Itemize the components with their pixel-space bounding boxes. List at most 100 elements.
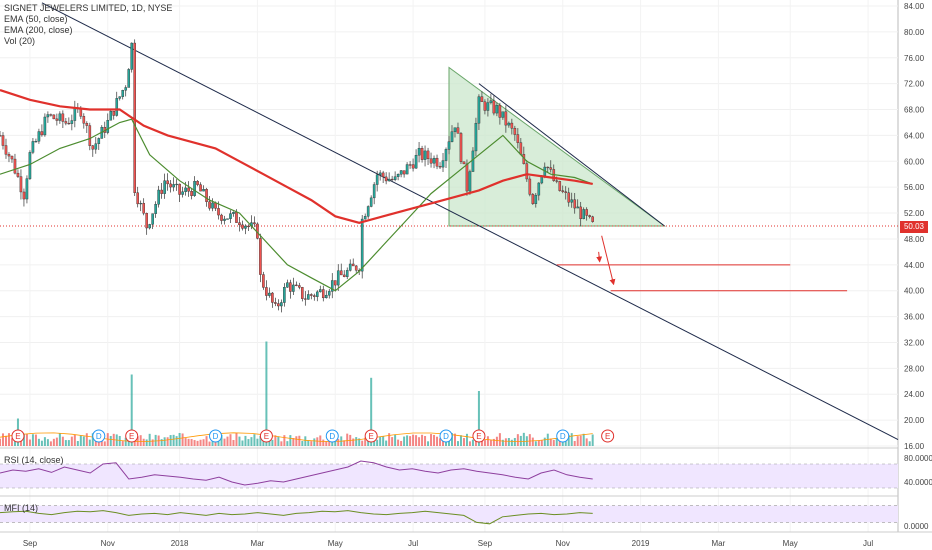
- volume-bar: [271, 439, 274, 446]
- candle-body: [145, 213, 148, 229]
- candle-body: [22, 191, 26, 200]
- candle-body: [444, 149, 448, 161]
- volume-bar: [334, 440, 337, 446]
- volume-bar: [55, 437, 58, 446]
- candle-body: [315, 291, 319, 297]
- volume-bar: [0, 438, 1, 446]
- candle-body: [324, 294, 328, 299]
- candle-body: [184, 187, 187, 192]
- event-marker-label: D: [560, 432, 566, 441]
- time-tick-label: Nov: [556, 539, 570, 548]
- candle-body: [238, 222, 241, 226]
- candle-body: [313, 295, 316, 297]
- volume-bar: [442, 437, 445, 446]
- volume-bar: [178, 433, 181, 446]
- candle-body: [462, 161, 466, 165]
- price-tick-label: 72.00: [904, 80, 925, 89]
- rsi-band: [0, 464, 898, 488]
- candle-body: [310, 294, 313, 296]
- candle-body: [169, 183, 172, 188]
- candle-body: [271, 292, 274, 303]
- volume-bar: [391, 437, 394, 446]
- candle-body: [214, 202, 217, 209]
- price-tick-label: 20.00: [904, 416, 925, 425]
- volume-bar: [226, 436, 229, 446]
- candle-body: [262, 274, 265, 288]
- volume-bar: [439, 438, 442, 446]
- candle-body: [298, 285, 301, 288]
- candle-body: [268, 292, 271, 296]
- candle-body: [321, 289, 325, 299]
- volume-bar: [142, 438, 145, 446]
- time-tick-label: Jul: [408, 539, 418, 548]
- volume-bar: [106, 433, 109, 446]
- volume-bar: [570, 433, 573, 446]
- time-tick-label: 2019: [632, 539, 650, 548]
- candle-body: [420, 147, 424, 160]
- candle-body: [112, 111, 116, 116]
- volume-bar: [433, 434, 436, 446]
- candle-body: [187, 187, 190, 192]
- volume-bar: [31, 434, 34, 446]
- candle-body: [232, 212, 235, 214]
- candle-body: [330, 280, 334, 292]
- volume-bar: [409, 436, 412, 446]
- volume-bar: [549, 438, 552, 446]
- candle-body: [94, 143, 98, 150]
- candle-body: [369, 197, 373, 207]
- volume-bar: [504, 438, 507, 446]
- candle-body: [429, 158, 433, 164]
- candle-body: [354, 265, 358, 271]
- time-tick-label: Mar: [712, 539, 726, 548]
- volume-bar: [456, 441, 459, 446]
- volume-bar: [573, 440, 576, 446]
- volume-bar: [483, 440, 486, 446]
- volume-bar: [70, 436, 73, 446]
- candle-body: [531, 194, 535, 204]
- volume-bar: [307, 440, 310, 446]
- candle-body: [97, 138, 101, 144]
- candle-body: [471, 150, 475, 172]
- volume-bar: [61, 436, 64, 446]
- candle-body: [154, 204, 157, 214]
- volume-bar: [388, 433, 391, 446]
- candle-body: [307, 294, 310, 300]
- volume-bar: [295, 436, 298, 446]
- event-marker-label: E: [129, 432, 134, 441]
- candle-body: [28, 152, 32, 179]
- ema50-line: [0, 118, 593, 292]
- candle-body: [121, 90, 125, 97]
- candle-body: [396, 174, 400, 177]
- volume-bar: [555, 437, 558, 446]
- volume-bar: [118, 435, 121, 446]
- volume-bar: [376, 439, 379, 446]
- volume-bar: [94, 440, 97, 446]
- candle-body: [52, 114, 56, 120]
- volume-bar: [462, 438, 465, 446]
- volume-bar: [316, 437, 319, 446]
- candle-body: [588, 215, 591, 217]
- volume-bar: [52, 438, 55, 446]
- price-tick-label: 24.00: [904, 390, 925, 399]
- dividend-marker: [556, 429, 570, 443]
- volume-bar: [453, 433, 456, 446]
- event-marker-label: D: [443, 432, 449, 441]
- candle-body: [489, 100, 493, 103]
- candle-body: [564, 191, 568, 193]
- candle-body: [283, 287, 286, 303]
- candle-body: [423, 150, 427, 160]
- candle-body: [432, 157, 436, 164]
- volume-bar: [465, 433, 468, 446]
- volume-bar: [364, 437, 367, 446]
- candle-body: [226, 218, 229, 220]
- price-tick-label: 32.00: [904, 338, 925, 347]
- volume-bar: [489, 440, 492, 446]
- volume-bar: [1, 433, 4, 446]
- rsi-label: RSI (14, close): [4, 455, 64, 465]
- candle-body: [1, 135, 5, 146]
- volume-bar: [534, 441, 537, 446]
- candle-body: [166, 180, 169, 185]
- volume-bar: [148, 433, 151, 446]
- candle-body: [366, 206, 370, 217]
